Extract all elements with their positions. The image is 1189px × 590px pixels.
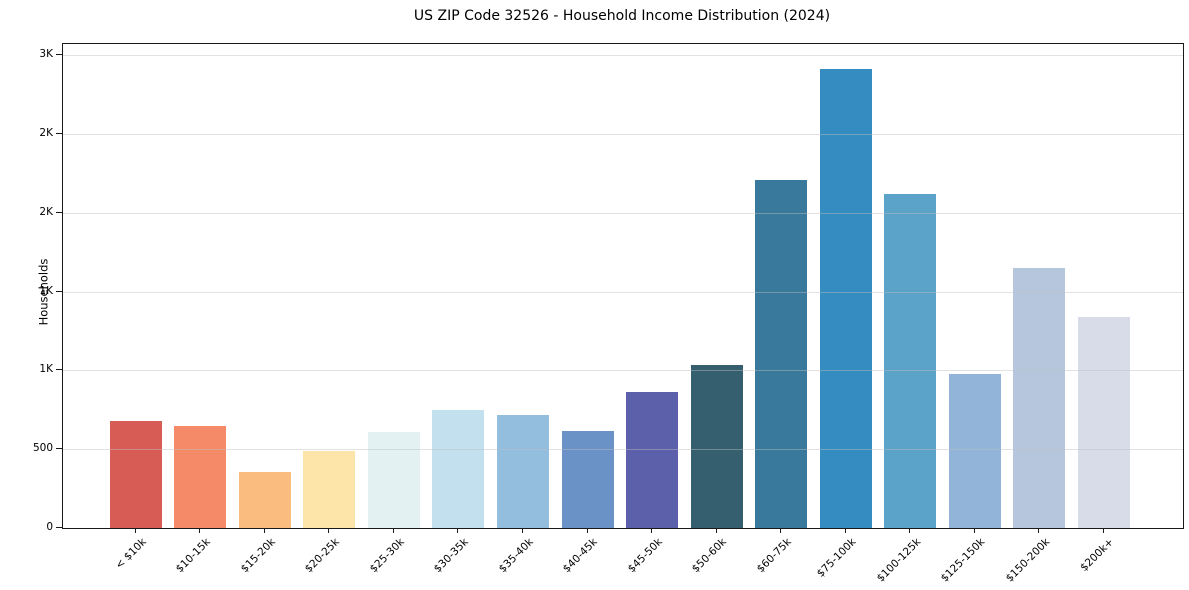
x-tick-label: $200k+ — [1078, 536, 1117, 574]
x-axis-tick — [780, 528, 782, 533]
bar — [1077, 316, 1130, 528]
bar — [432, 409, 485, 528]
y-axis-tick — [56, 448, 62, 450]
bar — [626, 391, 679, 528]
x-axis-tick — [586, 528, 588, 533]
gridline — [63, 133, 1183, 135]
bar — [884, 193, 937, 528]
y-tick-label: 3K — [39, 48, 53, 61]
x-tick-label: $45-50k — [625, 536, 665, 576]
x-axis-tick — [909, 528, 911, 533]
y-tick-label: 1K — [39, 284, 53, 297]
bar — [367, 431, 420, 528]
x-axis-tick — [973, 528, 975, 533]
y-axis-tick — [56, 290, 62, 292]
bar — [948, 373, 1001, 528]
x-axis-tick — [1038, 528, 1040, 533]
bar — [1013, 267, 1066, 528]
y-tick-label: 500 — [32, 442, 53, 455]
x-tick-label: $50-60k — [689, 536, 730, 576]
bar — [755, 179, 808, 528]
x-axis-tick — [392, 528, 394, 533]
gridline — [63, 212, 1183, 214]
x-tick-label: < $10k — [112, 536, 149, 572]
plot-area — [62, 43, 1184, 529]
x-axis-tick — [199, 528, 201, 533]
x-axis-tick — [651, 528, 653, 533]
y-tick-label: 0 — [46, 521, 53, 533]
y-axis-tick — [56, 527, 62, 528]
bar — [109, 420, 162, 528]
x-axis-tick — [715, 528, 717, 533]
x-axis-tick — [328, 528, 330, 533]
chart-title: US ZIP Code 32526 - Household Income Dis… — [413, 8, 831, 24]
x-tick-label: $25-30k — [367, 536, 407, 576]
x-tick-label: $125-150k — [938, 536, 988, 585]
bar — [819, 69, 872, 528]
bar — [496, 415, 549, 528]
bar — [174, 425, 227, 528]
x-tick-label: $10-15k — [173, 536, 213, 576]
bar — [303, 450, 356, 528]
x-axis-tick — [1102, 528, 1104, 533]
y-tick-label: 2K — [39, 126, 53, 139]
gridline — [63, 55, 1183, 57]
x-axis-tick — [134, 528, 136, 533]
y-axis-tick — [56, 132, 62, 134]
x-tick-label: $30-35k — [431, 536, 471, 576]
x-tick-label: $60-75k — [754, 536, 794, 576]
y-tick-label: 1K — [39, 363, 53, 376]
x-axis-tick — [844, 528, 846, 533]
gridline — [63, 449, 1183, 451]
bar — [238, 472, 291, 528]
y-axis-tick — [56, 369, 62, 371]
x-tick-label: $15-20k — [238, 536, 278, 576]
y-axis-tick — [56, 211, 62, 213]
x-tick-label: $35-40k — [496, 536, 536, 576]
x-axis-tick — [521, 528, 523, 533]
x-tick-label: $100-125k — [874, 536, 923, 585]
gridline — [63, 291, 1183, 293]
y-axis-tick — [56, 54, 62, 56]
x-axis-tick — [263, 528, 265, 533]
x-tick-label: $150-200k — [1003, 536, 1052, 585]
y-tick-label: 2K — [39, 205, 53, 218]
x-tick-label: $20-25k — [302, 536, 342, 576]
x-axis-tick — [457, 528, 459, 533]
bar — [690, 364, 743, 528]
x-tick-label: $75-100k — [814, 536, 859, 580]
gridline — [63, 370, 1183, 372]
x-tick-label: $40-45k — [560, 536, 601, 576]
bar — [561, 431, 614, 528]
